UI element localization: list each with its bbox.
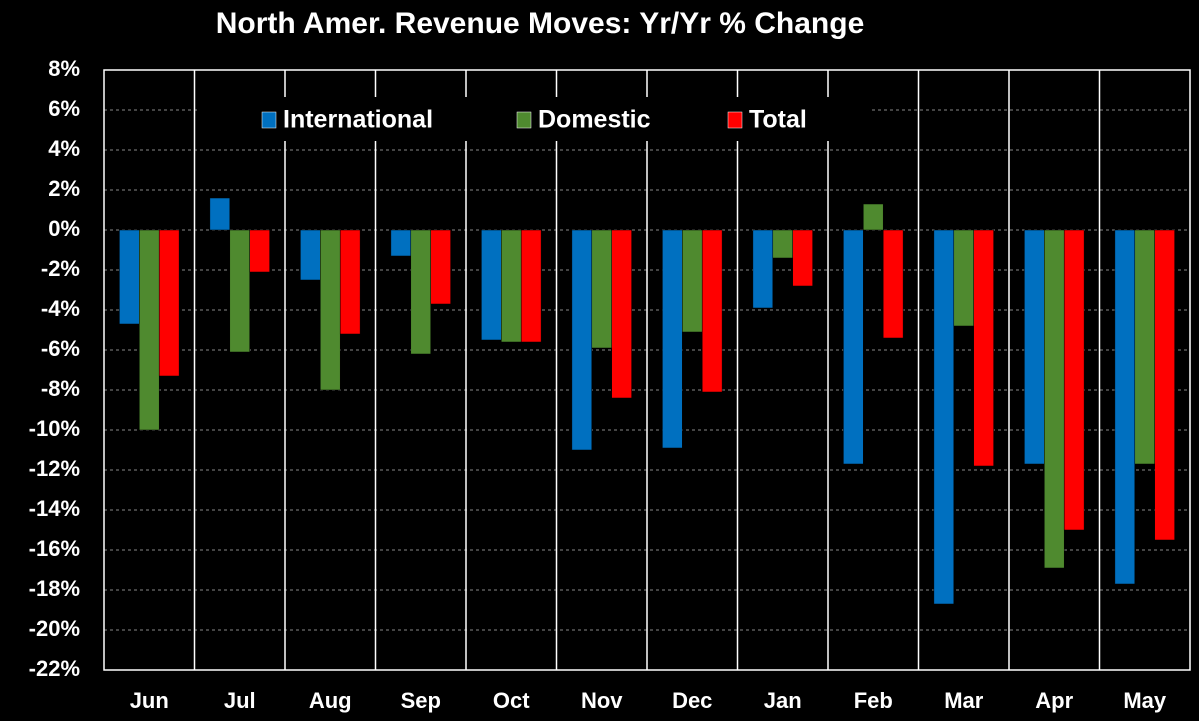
y-tick-label: -6% bbox=[41, 336, 80, 361]
legend-label: International bbox=[283, 106, 433, 134]
x-tick-label: Jul bbox=[224, 688, 256, 713]
y-tick-label: -18% bbox=[29, 576, 80, 601]
bar bbox=[249, 229, 270, 273]
y-tick-label: -16% bbox=[29, 536, 80, 561]
y-tick-label: 0% bbox=[48, 216, 80, 241]
bar bbox=[843, 229, 864, 465]
bar bbox=[701, 229, 723, 393]
bar bbox=[209, 197, 231, 231]
bar bbox=[973, 229, 994, 467]
y-tick-label: -12% bbox=[29, 456, 80, 481]
bar bbox=[591, 229, 612, 349]
legend-swatch bbox=[516, 111, 532, 129]
bar bbox=[390, 229, 412, 257]
y-tick-label: 2% bbox=[48, 176, 80, 201]
bar bbox=[520, 229, 542, 343]
bar bbox=[119, 229, 140, 325]
x-tick-label: Mar bbox=[944, 688, 984, 713]
y-tick-label: 4% bbox=[48, 136, 80, 161]
x-tick-label: Nov bbox=[581, 688, 623, 713]
bar bbox=[1063, 229, 1085, 531]
x-tick-label: Jan bbox=[764, 688, 802, 713]
bar bbox=[662, 229, 683, 449]
y-tick-label: -2% bbox=[41, 256, 80, 281]
bar bbox=[158, 229, 180, 377]
bar bbox=[611, 229, 632, 399]
bar bbox=[1154, 229, 1175, 541]
bar bbox=[571, 229, 593, 451]
bar bbox=[953, 229, 974, 327]
x-tick-label: Jun bbox=[130, 688, 169, 713]
bar bbox=[682, 229, 703, 333]
x-tick-label: Apr bbox=[1035, 688, 1073, 713]
y-tick-label: -10% bbox=[29, 416, 80, 441]
bar bbox=[430, 229, 451, 305]
bar bbox=[229, 229, 250, 353]
bar bbox=[320, 229, 341, 391]
y-tick-label: -20% bbox=[29, 616, 80, 641]
bar bbox=[772, 229, 793, 259]
bar bbox=[1044, 229, 1065, 569]
legend-swatch bbox=[261, 111, 277, 129]
legend-swatch bbox=[727, 111, 743, 129]
bar bbox=[882, 229, 904, 339]
x-tick-label: Oct bbox=[493, 688, 530, 713]
y-tick-label: -8% bbox=[41, 376, 80, 401]
bar bbox=[410, 229, 431, 355]
legend-box bbox=[200, 97, 870, 141]
bar bbox=[481, 229, 502, 341]
bar bbox=[139, 229, 160, 431]
x-tick-label: Aug bbox=[309, 688, 352, 713]
legend-label: Domestic bbox=[538, 106, 651, 134]
chart-title: North Amer. Revenue Moves: Yr/Yr % Chang… bbox=[216, 7, 865, 40]
x-tick-label: May bbox=[1123, 688, 1167, 713]
bar bbox=[1134, 229, 1155, 465]
legend-label: Total bbox=[749, 106, 807, 134]
bar bbox=[792, 229, 813, 287]
y-tick-label: -4% bbox=[41, 296, 80, 321]
bar bbox=[1024, 229, 1045, 465]
x-tick-label: Feb bbox=[854, 688, 893, 713]
y-tick-label: -14% bbox=[29, 496, 80, 521]
bar bbox=[752, 229, 774, 309]
bar bbox=[339, 229, 361, 335]
bar bbox=[300, 229, 321, 281]
y-tick-label: -22% bbox=[29, 656, 80, 681]
bar bbox=[863, 203, 884, 231]
plot-border bbox=[103, 69, 1191, 671]
y-tick-label: 8% bbox=[48, 56, 80, 81]
bar bbox=[1114, 229, 1136, 585]
x-tick-label: Dec bbox=[672, 688, 712, 713]
bar bbox=[933, 229, 955, 605]
x-tick-label: Sep bbox=[401, 688, 441, 713]
bar bbox=[501, 229, 522, 343]
y-tick-label: 6% bbox=[48, 96, 80, 121]
